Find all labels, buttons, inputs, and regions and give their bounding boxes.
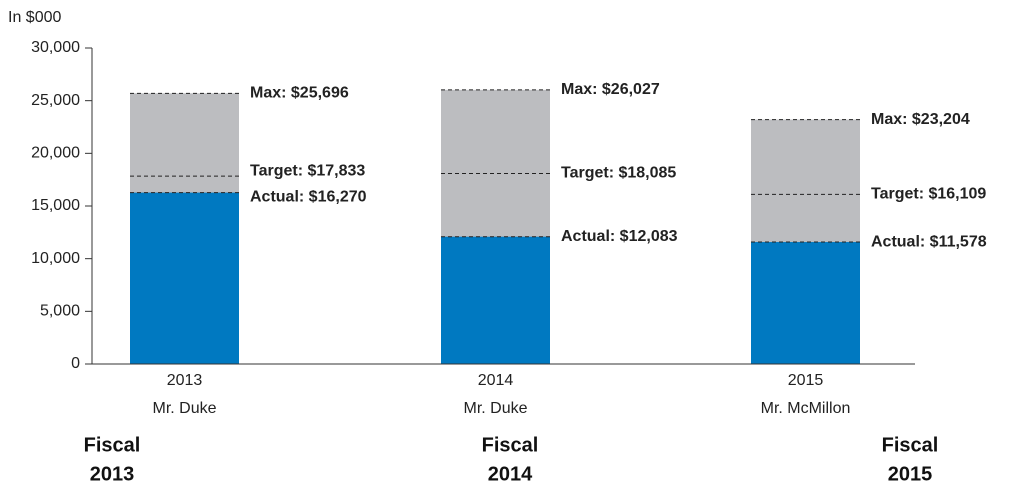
actual-label: Actual: $12,083	[561, 228, 678, 245]
target-label: Target: $16,109	[871, 186, 986, 203]
max-label: Max: $25,696	[250, 85, 349, 102]
fiscal-label: Fiscal	[882, 434, 939, 456]
x-tick-label: 2015	[788, 372, 824, 389]
y-tick-label: 0	[71, 355, 80, 372]
x-tick-sublabel: Mr. McMillon	[761, 400, 851, 417]
y-tick-label: 25,000	[31, 92, 80, 109]
x-tick-sublabel: Mr. Duke	[463, 400, 527, 417]
actual-label: Actual: $11,578	[871, 233, 987, 250]
actual-bar	[751, 242, 860, 364]
y-tick-label: 5,000	[40, 303, 80, 320]
max-label: Max: $23,204	[871, 111, 970, 128]
x-tick-sublabel: Mr. Duke	[152, 400, 216, 417]
max-label: Max: $26,027	[561, 81, 660, 98]
fiscal-label: 2013	[90, 463, 135, 485]
y-tick-label: 30,000	[31, 39, 80, 56]
fiscal-label: 2014	[488, 463, 533, 485]
y-tick-label: 10,000	[31, 250, 80, 267]
target-label: Target: $18,085	[561, 165, 676, 182]
x-tick-label: 2013	[167, 372, 203, 389]
y-tick-label: 15,000	[31, 197, 80, 214]
y-axis-label: In $000	[8, 9, 61, 26]
fiscal-label: Fiscal	[482, 434, 539, 456]
y-tick-label: 20,000	[31, 145, 80, 162]
x-tick-label: 2014	[478, 372, 514, 389]
actual-label: Actual: $16,270	[250, 189, 367, 206]
fiscal-label: Fiscal	[84, 434, 141, 456]
target-label: Target: $17,833	[250, 163, 365, 180]
actual-bar	[441, 236, 550, 364]
fiscal-label: 2015	[888, 463, 933, 485]
actual-bar	[130, 192, 239, 364]
